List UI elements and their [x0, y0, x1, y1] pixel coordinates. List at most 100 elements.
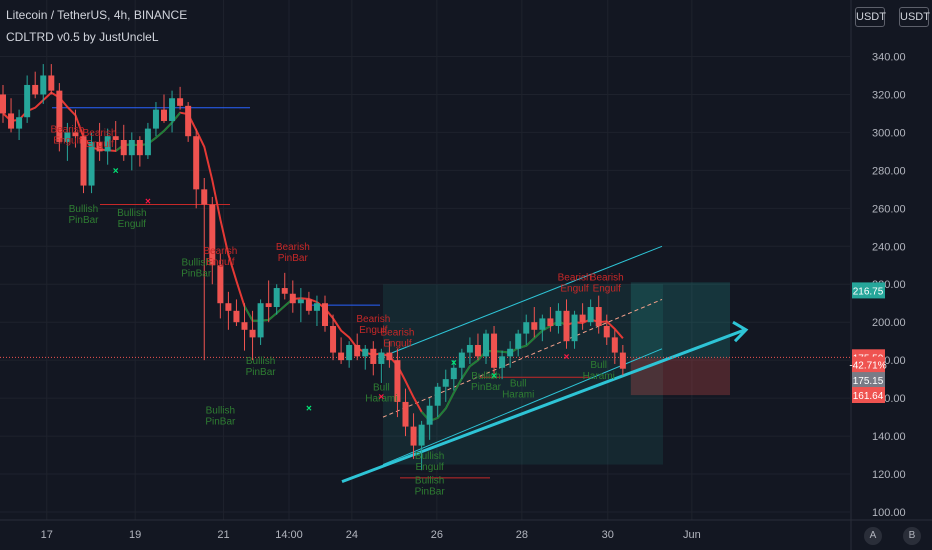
candle — [450, 360, 457, 391]
auto-scale-button[interactable]: A — [864, 527, 882, 545]
log-scale-button[interactable]: B — [903, 527, 921, 545]
candle — [410, 413, 417, 459]
indicator-title: CDLTRD v0.5 by JustUncleL — [6, 30, 159, 44]
candle-body — [587, 307, 594, 323]
candle — [305, 291, 312, 315]
candle-body — [289, 293, 296, 304]
candle — [104, 128, 111, 165]
candle — [507, 341, 514, 368]
price-tag-label: 175.15 — [853, 376, 884, 387]
candle-body — [563, 310, 570, 342]
candle-body — [555, 310, 562, 326]
candle — [595, 295, 602, 334]
candle — [611, 329, 618, 364]
candle — [128, 132, 135, 171]
candle-body — [8, 113, 15, 129]
price-tag: 175.15 — [852, 372, 885, 389]
candle-body — [619, 352, 626, 369]
candle — [499, 350, 506, 380]
pattern-label: Bearish Engulf — [83, 128, 117, 150]
candle — [418, 420, 425, 471]
candle — [249, 310, 256, 361]
price-tick-label: 200.00 — [872, 317, 906, 329]
candle-body — [362, 348, 369, 357]
candle — [273, 284, 280, 315]
candle — [587, 299, 594, 326]
channel-lower — [382, 348, 663, 466]
time-tick-label: 26 — [431, 529, 443, 541]
candle-body — [370, 348, 377, 364]
candle-body — [233, 310, 240, 323]
candle-body — [144, 128, 151, 156]
pattern-label: Bearish Engulf — [203, 246, 237, 268]
candle-body — [346, 344, 353, 361]
candle-body — [104, 136, 111, 152]
candle — [72, 109, 79, 148]
candle-body — [201, 189, 208, 205]
pattern-label: Bullish PinBar — [205, 405, 236, 427]
candle-body — [305, 299, 312, 311]
price-tick-label: 300.00 — [872, 127, 906, 139]
candle — [0, 84, 6, 123]
pattern-label: Bearish Engulf — [356, 314, 390, 336]
candle-body — [434, 386, 441, 406]
price-tick-label: 240.00 — [872, 241, 906, 253]
candle-body — [595, 307, 602, 326]
signal-x-marker: × — [564, 352, 570, 363]
candle-body — [257, 303, 264, 338]
candle-body — [0, 94, 6, 114]
candle-body — [579, 314, 586, 323]
candle-body — [410, 426, 417, 446]
price-tick-label: 140.00 — [872, 431, 906, 443]
candle-body — [16, 117, 23, 129]
pattern-label: Bullish Engulf — [117, 208, 146, 230]
channel-upper — [382, 245, 663, 357]
candle-body — [161, 109, 167, 122]
candle-body — [523, 322, 530, 334]
channel-zone — [383, 284, 663, 465]
candle — [56, 83, 63, 152]
candle-body — [193, 136, 200, 190]
currency-button-right[interactable]: USDT — [899, 7, 930, 27]
candle-body — [80, 136, 87, 186]
candle-body — [265, 303, 272, 308]
time-tick-label: 30 — [602, 529, 614, 541]
candle — [201, 177, 208, 361]
candle — [370, 341, 377, 376]
candle — [579, 303, 586, 330]
pattern-label: Bull Harami — [365, 383, 397, 405]
price-tick-label: 100.00 — [872, 507, 906, 519]
candle — [257, 299, 264, 345]
pattern-label: Bullish PinBar — [471, 371, 502, 393]
candle — [322, 295, 328, 332]
candle — [112, 121, 119, 152]
candle-body — [40, 75, 47, 95]
signal-x-marker: × — [378, 392, 384, 403]
signal-x-marker: × — [113, 166, 119, 177]
candle — [466, 337, 473, 364]
time-tick-label: 24 — [346, 529, 358, 541]
time-tick-label: 19 — [129, 529, 141, 541]
candle — [563, 299, 570, 349]
candle — [491, 326, 498, 376]
candle — [474, 333, 481, 361]
candle-body — [249, 329, 256, 338]
price-tag: -42.71% — [849, 356, 887, 373]
candle — [48, 64, 55, 95]
candle — [16, 109, 23, 140]
candle-body — [136, 140, 143, 156]
candle-body — [152, 109, 159, 129]
candle-body — [24, 84, 31, 118]
candle — [394, 348, 401, 418]
pattern-label: Bull Harami — [583, 360, 615, 382]
pattern-label: Bullish PinBar — [68, 204, 99, 226]
candle-body — [474, 344, 481, 357]
candle-body — [88, 141, 95, 186]
currency-button-left[interactable]: USDT — [855, 7, 886, 27]
signal-x-marker: × — [491, 371, 497, 382]
candle — [402, 388, 409, 437]
candle-body — [64, 132, 71, 142]
price-tag-bg — [852, 387, 885, 404]
pattern-label: Bearish Engulf — [558, 272, 592, 294]
